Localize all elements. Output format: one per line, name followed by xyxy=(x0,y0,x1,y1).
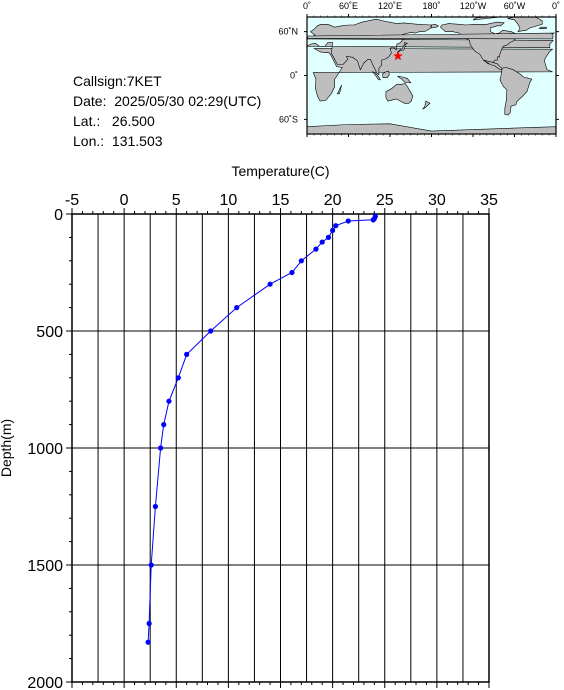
y-tick-label: 0 xyxy=(54,207,63,224)
map-lon-label: 0˚ xyxy=(552,1,560,11)
data-point xyxy=(145,639,151,645)
map-land-iceland xyxy=(538,26,547,30)
data-point xyxy=(184,351,190,357)
map-land-east-siberia xyxy=(431,23,440,29)
map-land-borneo xyxy=(382,70,390,78)
lon-line: Lon.: 131.503 xyxy=(73,131,261,151)
map-land-south-america xyxy=(499,67,533,116)
map-land-madagascar xyxy=(336,84,342,95)
x-tick-label: 10 xyxy=(219,192,237,209)
map-land-australia xyxy=(385,83,414,104)
lon-label: Lon.: xyxy=(73,133,105,149)
date-line: Date: 2025/05/30 02:29(UTC) xyxy=(73,91,261,111)
map-lat-label: 60˚N xyxy=(278,27,298,37)
map-land-new-zealand xyxy=(422,100,431,110)
lat-line: Lat.: 26.500 xyxy=(73,111,261,131)
y-tick-label: 1500 xyxy=(27,558,63,575)
data-point xyxy=(345,218,351,224)
station-marker-star xyxy=(393,50,403,61)
lon-value: 131.503 xyxy=(111,133,163,149)
map-lon-label: 120˚E xyxy=(378,1,402,11)
data-point xyxy=(319,239,325,245)
temperature-profile-line xyxy=(147,216,376,643)
map-lon-label: 60˚E xyxy=(339,1,358,11)
y-tick-label: 2000 xyxy=(27,675,63,690)
data-point xyxy=(152,503,158,510)
map-land-britain xyxy=(306,32,555,40)
data-point xyxy=(148,562,154,568)
data-point xyxy=(208,328,214,334)
map-lon-label: 120˚W xyxy=(460,1,487,11)
map-land-new-guinea xyxy=(397,75,412,84)
x-tick-label: 35 xyxy=(480,192,498,209)
map-land-north-america xyxy=(440,21,518,65)
map-lon-label: 60˚W xyxy=(504,1,526,11)
x-tick-label: 20 xyxy=(324,192,342,209)
y-tick-label: 500 xyxy=(36,324,63,341)
data-point xyxy=(175,375,181,381)
x-tick-label: -5 xyxy=(65,192,79,209)
data-point xyxy=(158,445,164,451)
lat-label: Lat.: xyxy=(73,113,101,129)
data-point xyxy=(267,281,273,287)
data-point xyxy=(161,422,167,428)
data-point xyxy=(289,269,295,276)
map-lat-label: 0˚ xyxy=(290,71,298,81)
x-tick-label: 30 xyxy=(428,192,446,209)
map-land-europe-asia xyxy=(305,18,554,76)
map-land-japan xyxy=(396,42,409,54)
x-tick-label: 5 xyxy=(172,192,181,209)
lat-value: 26.500 xyxy=(111,113,155,129)
date-value: 2025/05/30 02:29(UTC) xyxy=(114,93,262,109)
x-tick-label: 0 xyxy=(120,192,129,209)
x-tick-label: 25 xyxy=(376,192,394,209)
x-tick-label: 15 xyxy=(272,192,290,209)
x-axis-title: Temperature(C) xyxy=(231,163,329,179)
data-point xyxy=(234,305,240,311)
date-label: Date: xyxy=(73,93,107,109)
y-tick-label: 1000 xyxy=(27,441,63,458)
map-land-sumatra xyxy=(371,71,381,81)
data-point xyxy=(333,223,339,229)
data-point xyxy=(166,398,172,404)
map-lon-label: 180˚ xyxy=(422,1,440,11)
data-point xyxy=(325,234,332,240)
map-lat-label: 60˚S xyxy=(279,114,298,124)
map-lon-label: 0˚ xyxy=(303,1,311,11)
callsign-label: Callsign: xyxy=(73,73,127,89)
data-point xyxy=(146,620,152,627)
data-point xyxy=(330,227,336,233)
station-info: Callsign:7KET Date: 2025/05/30 02:29(UTC… xyxy=(73,71,261,151)
data-point xyxy=(313,246,319,252)
callsign-line: Callsign:7KET xyxy=(73,71,261,91)
data-point xyxy=(298,258,304,264)
callsign-value: 7KET xyxy=(126,73,162,89)
data-point xyxy=(370,217,376,223)
y-axis-title: Depth(m) xyxy=(0,419,14,477)
